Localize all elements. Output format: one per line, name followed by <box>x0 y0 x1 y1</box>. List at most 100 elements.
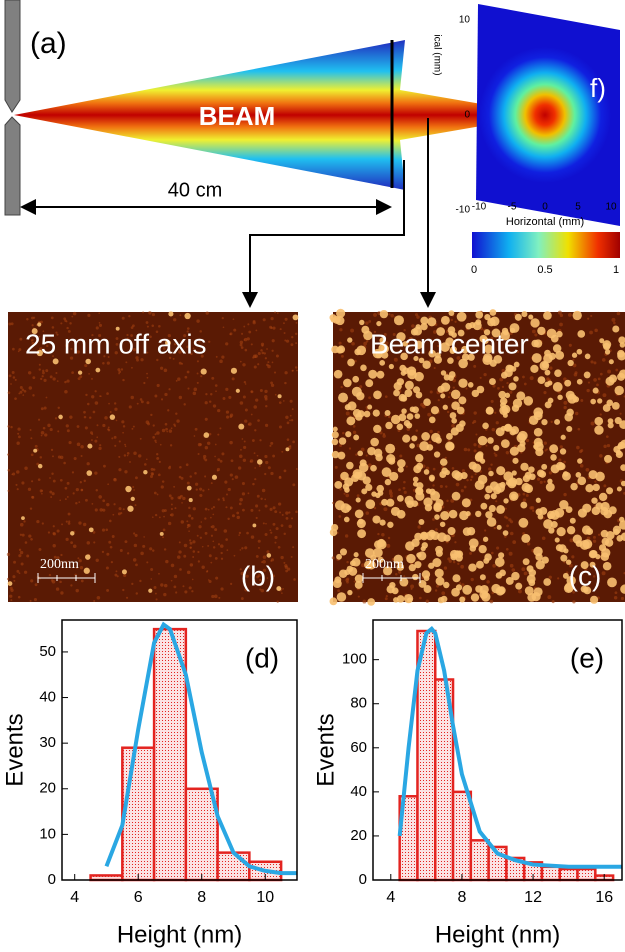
grain <box>79 565 84 570</box>
grain <box>29 429 32 431</box>
grain <box>351 557 361 567</box>
grain <box>470 577 474 582</box>
grain <box>45 396 48 399</box>
scale-bar <box>362 573 421 583</box>
grain <box>56 556 60 560</box>
grain <box>143 381 146 385</box>
grain <box>547 595 552 600</box>
grain <box>580 585 588 593</box>
grain <box>139 398 143 401</box>
grain <box>146 401 150 405</box>
grain <box>197 550 200 554</box>
grain <box>473 411 477 415</box>
grain <box>432 484 435 487</box>
colorbar-tick-label: 1 <box>613 264 619 276</box>
grain <box>486 517 497 527</box>
grain <box>583 371 591 379</box>
grain <box>537 469 545 477</box>
grain <box>618 369 625 379</box>
grain <box>393 315 404 326</box>
grain <box>156 431 160 435</box>
grain <box>543 391 547 395</box>
grain <box>543 441 548 445</box>
grain <box>109 519 112 523</box>
grain <box>182 585 185 588</box>
grain <box>590 360 594 364</box>
grain <box>283 561 286 564</box>
grain <box>106 502 110 507</box>
grain <box>52 479 56 483</box>
grain <box>277 394 282 399</box>
grain <box>177 377 181 381</box>
grain <box>582 539 593 549</box>
grain <box>173 352 176 355</box>
slit <box>4 0 21 216</box>
grain <box>167 521 172 526</box>
grain <box>86 462 90 466</box>
grain <box>289 419 291 422</box>
grain <box>32 376 36 380</box>
grain <box>332 501 335 504</box>
grain <box>498 552 505 559</box>
grain <box>467 382 474 388</box>
grain <box>88 527 94 533</box>
grain <box>597 377 601 381</box>
grain <box>92 531 96 534</box>
grain <box>180 340 183 342</box>
grain <box>150 413 153 417</box>
grain <box>420 546 426 552</box>
grain <box>188 514 192 518</box>
grain <box>87 313 91 317</box>
grain <box>276 312 279 314</box>
grain <box>451 401 460 410</box>
grain <box>76 425 80 428</box>
grain <box>65 537 69 541</box>
grain <box>31 495 35 499</box>
grain <box>523 396 534 406</box>
grain <box>484 344 493 354</box>
grain <box>160 340 163 343</box>
grain <box>75 588 79 593</box>
grain <box>410 587 413 590</box>
grain <box>276 586 282 591</box>
grain <box>93 599 96 603</box>
x-tick-label: 6 <box>134 889 143 906</box>
grain <box>491 328 501 338</box>
grain <box>198 340 201 343</box>
grain <box>95 367 101 373</box>
grain <box>18 348 22 352</box>
grain <box>239 360 242 363</box>
grain <box>451 587 460 597</box>
grain <box>240 346 244 349</box>
grain <box>515 582 523 590</box>
grain <box>266 550 270 554</box>
grain <box>520 462 529 471</box>
grain <box>516 391 526 401</box>
grain <box>353 580 356 583</box>
grain <box>567 393 578 404</box>
grain <box>45 369 49 373</box>
grain <box>367 598 376 606</box>
grain <box>115 419 118 422</box>
grain <box>65 343 69 348</box>
grain <box>243 381 247 384</box>
grain <box>272 506 276 510</box>
grain <box>524 586 534 596</box>
grain <box>547 380 553 386</box>
grain <box>277 545 281 549</box>
bar <box>540 865 562 882</box>
grain <box>284 381 287 385</box>
grain <box>594 328 598 333</box>
grain <box>353 434 360 441</box>
grain <box>121 569 127 575</box>
grain <box>184 375 188 379</box>
grain <box>604 349 611 355</box>
grain <box>131 366 133 369</box>
grain <box>26 318 29 321</box>
grain <box>450 498 455 503</box>
grain <box>143 463 147 466</box>
grain <box>445 337 454 347</box>
grain <box>94 471 98 475</box>
grain <box>50 316 54 320</box>
grain <box>470 475 474 479</box>
